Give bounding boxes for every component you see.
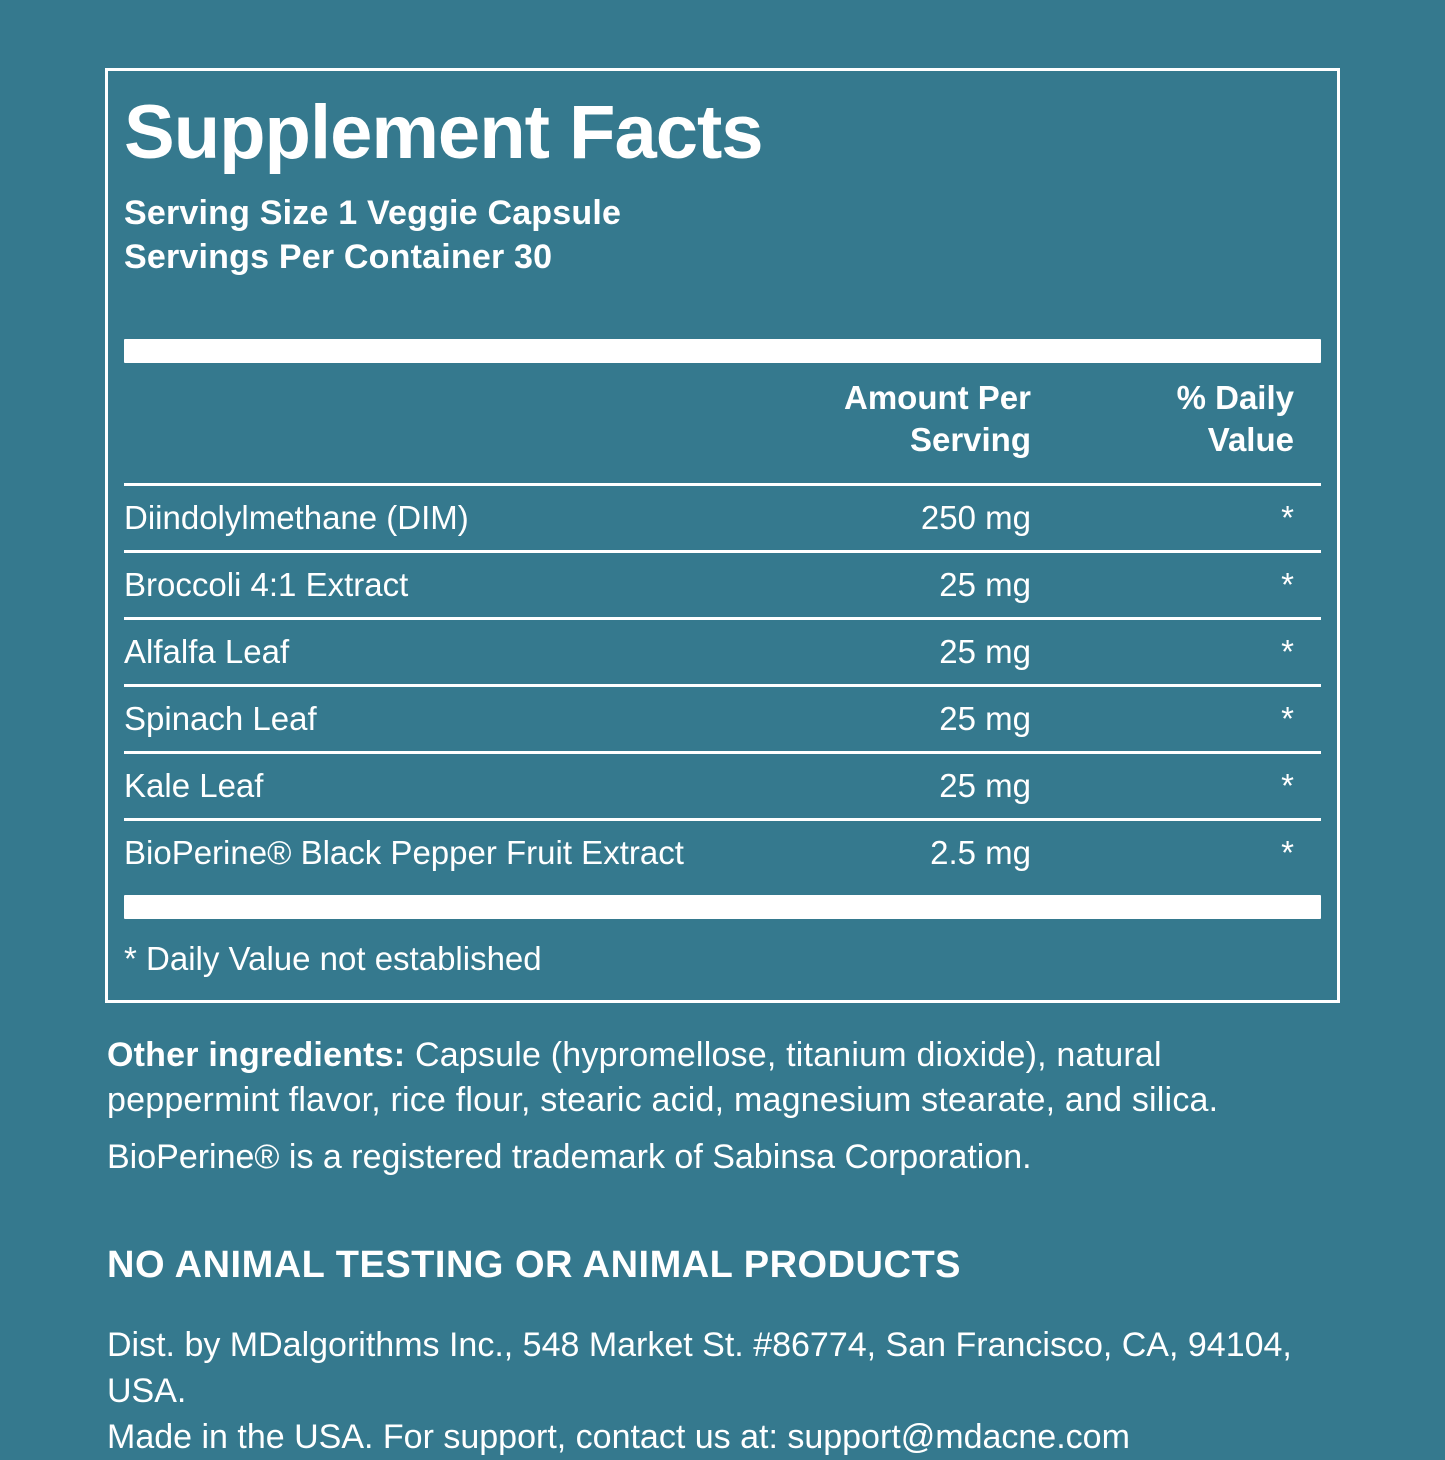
- row-divider: [124, 684, 1321, 687]
- ingredient-daily-value: *: [1281, 566, 1294, 603]
- top-thick-bar: [124, 339, 1321, 363]
- table-header-row: Amount Per Serving % Daily Value: [124, 377, 1321, 461]
- ingredient-amount: 25 mg: [939, 633, 1031, 670]
- servings-per-container-line: Servings Per Container 30: [124, 238, 553, 276]
- other-ingredients-text: Capsule (hypromellose, titanium dioxide)…: [107, 1036, 1219, 1119]
- header-spacer: [124, 377, 791, 461]
- ingredient-amount: 250 mg: [920, 499, 1031, 536]
- row-divider: [124, 550, 1321, 553]
- amount-header-line1: Amount Per: [843, 379, 1031, 416]
- amount-per-serving-header: Amount Per Serving: [791, 377, 1031, 461]
- bottom-thick-bar: [124, 895, 1321, 919]
- daily-value-header: % Daily Value: [1031, 377, 1321, 461]
- row-divider: [124, 483, 1321, 486]
- table-row: Broccoli 4:1 Extract 25 mg *: [124, 553, 1321, 617]
- distributor-support-line: Made in the USA. For support, contact us…: [107, 1418, 1130, 1456]
- daily-value-footnote: * Daily Value not established: [124, 940, 542, 977]
- table-row: BioPerine® Black Pepper Fruit Extract 2.…: [124, 821, 1321, 885]
- row-divider: [124, 751, 1321, 754]
- ingredient-name: Alfalfa Leaf: [124, 633, 290, 670]
- table-row: Alfalfa Leaf 25 mg *: [124, 620, 1321, 684]
- no-animal-testing-claim: NO ANIMAL TESTING OR ANIMAL PRODUCTS: [107, 1244, 961, 1286]
- serving-size-line: Serving Size 1 Veggie Capsule: [124, 194, 622, 232]
- ingredient-name: Broccoli 4:1 Extract: [124, 566, 409, 603]
- amount-header-line2: Serving: [909, 421, 1031, 458]
- row-divider: [124, 818, 1321, 821]
- ingredient-daily-value: *: [1281, 633, 1294, 670]
- serving-info: Serving Size 1 Veggie Capsule Servings P…: [124, 191, 1321, 279]
- label-lower-text: Other ingredients: Capsule (hypromellose…: [107, 1033, 1342, 1460]
- ingredient-amount: 2.5 mg: [930, 834, 1031, 871]
- ingredient-name: BioPerine® Black Pepper Fruit Extract: [124, 834, 684, 871]
- ingredient-amount: 25 mg: [939, 767, 1031, 804]
- dv-header-line1: % Daily: [1176, 379, 1294, 416]
- supplement-facts-panel: Supplement Facts Serving Size 1 Veggie C…: [105, 68, 1340, 1003]
- ingredient-amount: 25 mg: [939, 700, 1031, 737]
- bioperine-trademark-line: BioPerine® is a registered trademark of …: [107, 1138, 1032, 1176]
- ingredient-daily-value: *: [1281, 499, 1294, 536]
- distributor-block: Dist. by MDalgorithms Inc., 548 Market S…: [107, 1322, 1342, 1460]
- row-divider: [124, 617, 1321, 620]
- panel-title: Supplement Facts: [124, 90, 764, 175]
- table-row: Diindolylmethane (DIM) 250 mg *: [124, 486, 1321, 550]
- other-ingredients-label: Other ingredients:: [107, 1036, 406, 1074]
- ingredient-daily-value: *: [1281, 834, 1294, 871]
- table-row: Kale Leaf 25 mg *: [124, 754, 1321, 818]
- ingredient-name: Spinach Leaf: [124, 700, 317, 737]
- ingredient-name: Kale Leaf: [124, 767, 264, 804]
- distributor-address-line: Dist. by MDalgorithms Inc., 548 Market S…: [107, 1326, 1292, 1410]
- ingredient-daily-value: *: [1281, 767, 1294, 804]
- other-ingredients-paragraph: Other ingredients: Capsule (hypromellose…: [107, 1033, 1342, 1123]
- ingredient-daily-value: *: [1281, 700, 1294, 737]
- table-row: Spinach Leaf 25 mg *: [124, 687, 1321, 751]
- ingredient-amount: 25 mg: [939, 566, 1031, 603]
- ingredient-name: Diindolylmethane (DIM): [124, 499, 469, 536]
- dv-header-line2: Value: [1207, 421, 1294, 458]
